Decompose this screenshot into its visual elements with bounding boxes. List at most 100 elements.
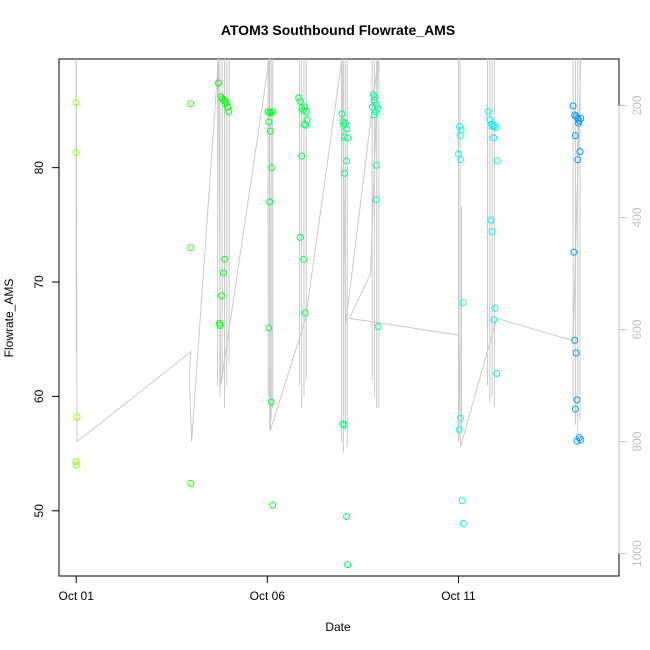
data-point bbox=[370, 111, 378, 119]
data-point bbox=[264, 108, 272, 116]
data-point bbox=[455, 150, 462, 158]
data-point bbox=[575, 119, 582, 127]
data-point bbox=[72, 149, 80, 157]
data-point bbox=[221, 255, 228, 263]
data-point bbox=[458, 497, 466, 504]
y-axis-right: 200 400 600 800 1000 bbox=[618, 95, 644, 567]
y-axis-left: 50 60 70 80 bbox=[32, 161, 60, 518]
x-axis: Oct 01 Oct 06 Oct 11 bbox=[59, 575, 476, 603]
data-point bbox=[572, 349, 580, 357]
data-point bbox=[301, 103, 309, 111]
x-tick-label: Oct 06 bbox=[250, 589, 286, 603]
data-point bbox=[571, 132, 579, 140]
data-point bbox=[487, 216, 495, 224]
points-layer bbox=[72, 79, 585, 569]
data-point bbox=[372, 101, 380, 109]
data-point bbox=[72, 99, 80, 106]
data-point bbox=[488, 228, 496, 236]
data-point bbox=[459, 519, 467, 527]
data-point bbox=[73, 413, 81, 421]
data-point bbox=[493, 157, 501, 165]
data-point bbox=[340, 421, 348, 429]
data-point bbox=[269, 501, 277, 509]
data-point bbox=[374, 323, 382, 331]
data-point bbox=[456, 123, 464, 130]
y-right-tick-label: 400 bbox=[630, 207, 644, 227]
y-right-tick-label: 200 bbox=[630, 95, 644, 115]
trace-line bbox=[75, 58, 582, 448]
data-point bbox=[225, 108, 233, 116]
data-point bbox=[344, 134, 352, 142]
data-point bbox=[216, 322, 224, 329]
plot-frame bbox=[58, 58, 620, 577]
data-point bbox=[72, 458, 80, 466]
data-point bbox=[457, 156, 465, 164]
data-point bbox=[573, 396, 581, 404]
data-point bbox=[576, 148, 584, 156]
data-point bbox=[493, 370, 501, 377]
data-point bbox=[269, 108, 277, 116]
y-right-tick-label: 1000 bbox=[630, 540, 644, 567]
data-point bbox=[265, 118, 273, 126]
data-point bbox=[344, 561, 352, 569]
data-point bbox=[341, 169, 348, 177]
x-axis-label: Date bbox=[325, 620, 351, 634]
data-point bbox=[341, 133, 348, 141]
data-point bbox=[574, 156, 582, 164]
y-right-tick-label: 800 bbox=[630, 431, 644, 451]
data-point bbox=[372, 108, 379, 116]
y-tick-label: 60 bbox=[32, 389, 46, 403]
y-tick-label: 70 bbox=[32, 275, 46, 289]
data-point bbox=[296, 97, 304, 105]
y-tick-label: 50 bbox=[32, 504, 46, 518]
data-point bbox=[489, 123, 497, 130]
data-point bbox=[490, 134, 498, 142]
data-point bbox=[372, 196, 380, 204]
data-point bbox=[371, 93, 379, 101]
data-point bbox=[267, 398, 275, 406]
data-point bbox=[338, 110, 346, 118]
data-point bbox=[456, 414, 464, 422]
data-point bbox=[571, 336, 579, 344]
data-point bbox=[301, 309, 309, 317]
data-point bbox=[372, 161, 380, 169]
data-point bbox=[459, 299, 467, 307]
data-point bbox=[455, 426, 463, 434]
data-point bbox=[187, 244, 195, 252]
data-point bbox=[268, 164, 276, 172]
data-point bbox=[456, 132, 464, 140]
data-point bbox=[491, 304, 499, 312]
data-point bbox=[490, 316, 498, 324]
data-point bbox=[72, 461, 80, 469]
y-right-tick-label: 600 bbox=[630, 319, 644, 339]
data-point bbox=[266, 127, 274, 135]
data-point bbox=[302, 108, 310, 116]
data-point bbox=[295, 94, 303, 102]
data-point bbox=[569, 102, 577, 110]
data-point bbox=[296, 233, 304, 241]
data-point bbox=[486, 116, 494, 124]
data-point bbox=[214, 79, 222, 87]
data-point bbox=[187, 479, 195, 487]
data-point bbox=[265, 324, 273, 332]
data-point bbox=[267, 109, 275, 117]
data-point bbox=[299, 107, 307, 114]
data-point bbox=[339, 420, 347, 428]
data-point bbox=[300, 255, 308, 263]
data-point bbox=[492, 124, 500, 132]
data-point bbox=[570, 248, 578, 256]
data-point bbox=[187, 100, 195, 108]
x-tick-label: Oct 01 bbox=[59, 589, 95, 603]
data-point bbox=[571, 405, 579, 413]
y-tick-label: 80 bbox=[32, 161, 46, 175]
y-axis-label: Flowrate_AMS bbox=[2, 279, 16, 358]
data-point bbox=[343, 125, 351, 133]
data-point bbox=[224, 103, 232, 111]
x-tick-label: Oct 11 bbox=[441, 589, 476, 603]
data-point bbox=[300, 120, 308, 128]
data-point bbox=[302, 121, 310, 129]
data-point bbox=[343, 513, 350, 520]
data-point bbox=[266, 198, 274, 206]
data-point bbox=[218, 292, 225, 300]
